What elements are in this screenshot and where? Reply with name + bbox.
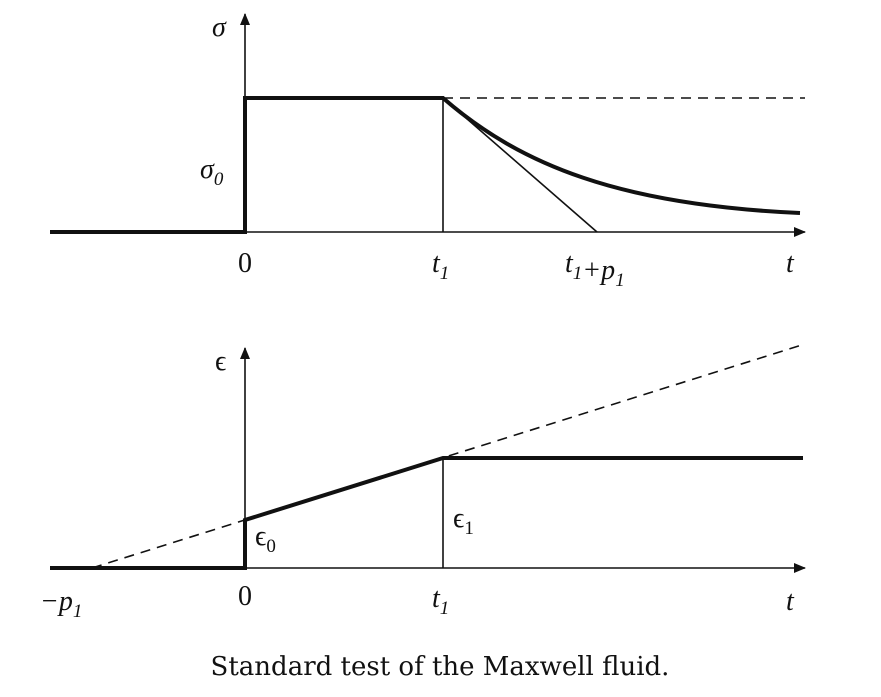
label-subscript: 1 — [440, 263, 450, 284]
label-text: σ — [200, 154, 215, 185]
tick-label: t — [786, 248, 795, 279]
tick-label: t — [786, 586, 795, 617]
label-text: 0 — [238, 581, 252, 612]
label-text: σ — [212, 12, 227, 43]
label-subscript: 0 — [266, 536, 276, 557]
stress-plot: σ σ0 0 t1 t1+p1 t — [50, 12, 806, 291]
axis-label: σ — [212, 12, 227, 43]
tick-label: t1 — [432, 248, 449, 284]
label-text: ϵ — [215, 346, 226, 377]
label-text: t — [432, 583, 441, 614]
axis-label: ϵ — [215, 346, 226, 377]
label-text: t — [432, 248, 441, 279]
label-text: t — [786, 248, 795, 279]
level-label: σ0 — [200, 154, 224, 190]
label-subscript: 1 — [573, 263, 583, 284]
caption: Standard test of the Maxwell fluid. — [211, 652, 670, 682]
extrapolation-line — [91, 343, 806, 569]
tick-label: −p1 — [40, 586, 82, 622]
stress-curve — [50, 96, 801, 234]
label-subscript: 1 — [73, 601, 83, 622]
label-text: t — [786, 586, 795, 617]
label-text: ϵ — [453, 503, 464, 534]
label-text: t — [565, 248, 574, 279]
tick-label: t1+p1 — [565, 248, 625, 291]
tick-label: 0 — [238, 581, 252, 612]
label-subscript: 1 — [615, 270, 625, 291]
end-label: ϵ1 — [453, 503, 474, 539]
label-subscript: 1 — [464, 518, 474, 539]
label-text: 0 — [238, 248, 252, 279]
label-subscript: 0 — [214, 169, 224, 190]
strain-plot: ϵ ϵ0 ϵ1 −p1 0 t1 t — [40, 343, 806, 622]
tick-label: t1 — [432, 583, 449, 619]
label-text: ϵ — [255, 521, 266, 552]
tick-label: 0 — [238, 248, 252, 279]
strain-curve — [50, 456, 803, 570]
label-text: +p — [582, 255, 615, 286]
label-subscript: 1 — [440, 598, 450, 619]
label-text: −p — [40, 586, 73, 617]
start-label: ϵ0 — [255, 521, 276, 557]
